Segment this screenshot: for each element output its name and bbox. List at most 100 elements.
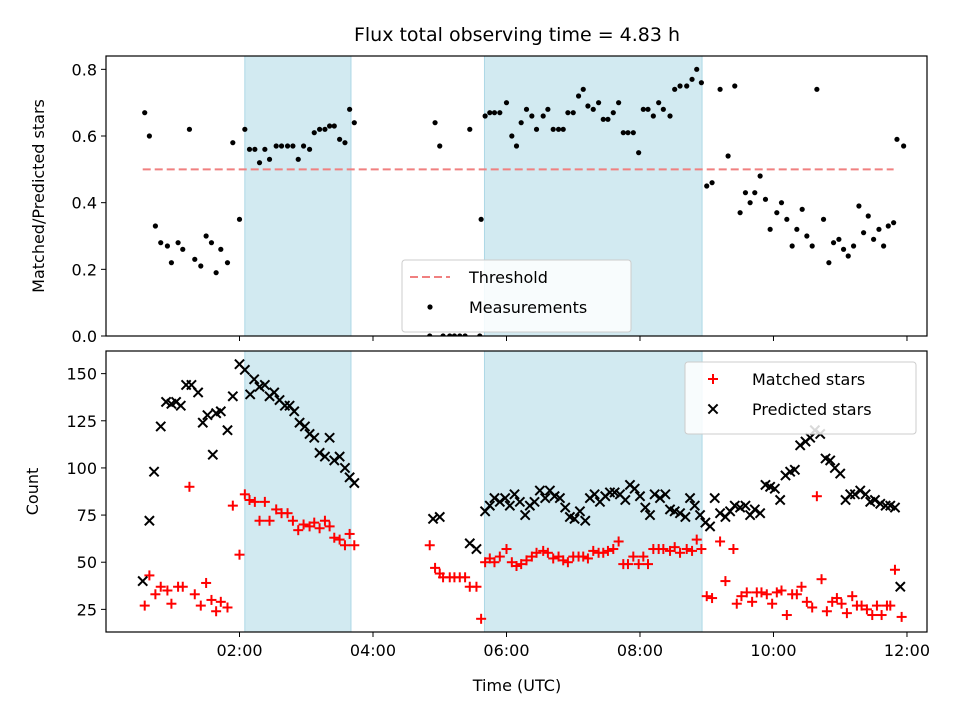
data-point: [264, 515, 275, 526]
data-point: [559, 502, 571, 513]
data-point: [344, 528, 355, 539]
data-point: [440, 333, 446, 336]
data-point: [732, 83, 738, 89]
data-point: [534, 485, 546, 496]
plot-frame: [105, 350, 928, 633]
data-point: [630, 130, 636, 136]
data-point: [259, 379, 271, 391]
data-point-stroke: [689, 500, 701, 511]
data-point: [820, 216, 827, 222]
data-point-stroke: [769, 483, 781, 494]
y-tick-label: 75: [77, 506, 97, 525]
data-point: [523, 106, 530, 112]
data-point: [215, 596, 226, 607]
data-point-stroke: [894, 581, 906, 593]
data-point: [279, 400, 291, 411]
data-point: [538, 545, 549, 556]
data-point: [222, 424, 233, 436]
data-point: [155, 421, 167, 432]
data-point-stroke: [869, 494, 881, 506]
data-point: [596, 100, 602, 106]
x-axis-label: Time (UTC): [472, 676, 561, 695]
data-point: [447, 333, 453, 336]
data-point-stroke: [694, 509, 706, 521]
data-point: [757, 173, 763, 179]
data-point-stroke: [544, 485, 556, 496]
data-point: [208, 240, 215, 246]
data-point: [155, 581, 166, 592]
data-point: [575, 93, 582, 99]
data-point: [701, 591, 712, 602]
data-point: [192, 256, 198, 262]
data-point-stroke: [644, 509, 656, 521]
data-point: [752, 190, 758, 196]
data-point: [590, 106, 596, 112]
data-point-stroke: [829, 462, 841, 474]
data-point: [471, 581, 482, 592]
data-point: [198, 263, 204, 269]
data-point: [629, 483, 640, 494]
data-point: [351, 120, 357, 126]
data-point: [850, 243, 857, 249]
data-point: [854, 485, 866, 496]
data-point: [579, 515, 591, 527]
data-point-stroke: [589, 489, 600, 500]
data-point: [831, 593, 842, 604]
data-point: [767, 598, 778, 609]
data-point: [514, 496, 526, 508]
data-point: [487, 110, 493, 116]
data-point-stroke: [234, 358, 245, 370]
data-point: [694, 509, 706, 521]
data-point: [201, 577, 212, 588]
data-point: [256, 160, 263, 166]
data-point-stroke: [144, 515, 155, 527]
data-point: [681, 544, 692, 555]
data-point: [816, 574, 827, 585]
x-tick-label: 12:00: [884, 641, 930, 660]
data-point: [202, 409, 213, 421]
data-point-stroke: [554, 492, 566, 504]
data-point: [328, 455, 340, 466]
data-point: [654, 492, 666, 504]
data-point: [329, 532, 340, 543]
data-point-stroke: [328, 455, 340, 466]
data-point: [830, 240, 837, 246]
data-point: [242, 126, 248, 132]
data-point: [824, 455, 836, 466]
data-point: [714, 507, 726, 519]
data-point-stroke: [834, 468, 846, 479]
data-point: [569, 513, 580, 525]
data-point: [799, 206, 805, 212]
data-point: [781, 610, 792, 621]
data-point: [252, 146, 258, 152]
data-point: [741, 587, 752, 598]
data-point: [881, 243, 887, 249]
data-point: [249, 496, 260, 507]
data-point: [139, 600, 150, 611]
data-point: [774, 494, 786, 506]
data-point-stroke: [494, 496, 506, 508]
data-point: [570, 110, 576, 116]
data-point: [180, 246, 186, 252]
data-point: [548, 553, 559, 564]
data-point: [306, 146, 313, 152]
data-point: [494, 496, 506, 508]
data-point: [290, 143, 296, 149]
data-point-stroke: [202, 409, 213, 421]
y-tick-label: 0.6: [72, 127, 97, 146]
data-point: [519, 509, 531, 521]
data-point: [222, 602, 233, 613]
data-point: [789, 464, 801, 476]
data-point: [322, 126, 328, 132]
data-point: [876, 226, 882, 232]
data-point-stroke: [669, 505, 680, 517]
data-point: [239, 364, 251, 376]
data-point-stroke: [764, 481, 776, 493]
data-point: [284, 143, 291, 149]
data-point: [424, 540, 435, 551]
data-point: [142, 110, 148, 116]
data-point: [476, 613, 487, 624]
data-point: [578, 551, 589, 562]
data-point-stroke: [484, 500, 496, 511]
data-point: [644, 509, 656, 521]
